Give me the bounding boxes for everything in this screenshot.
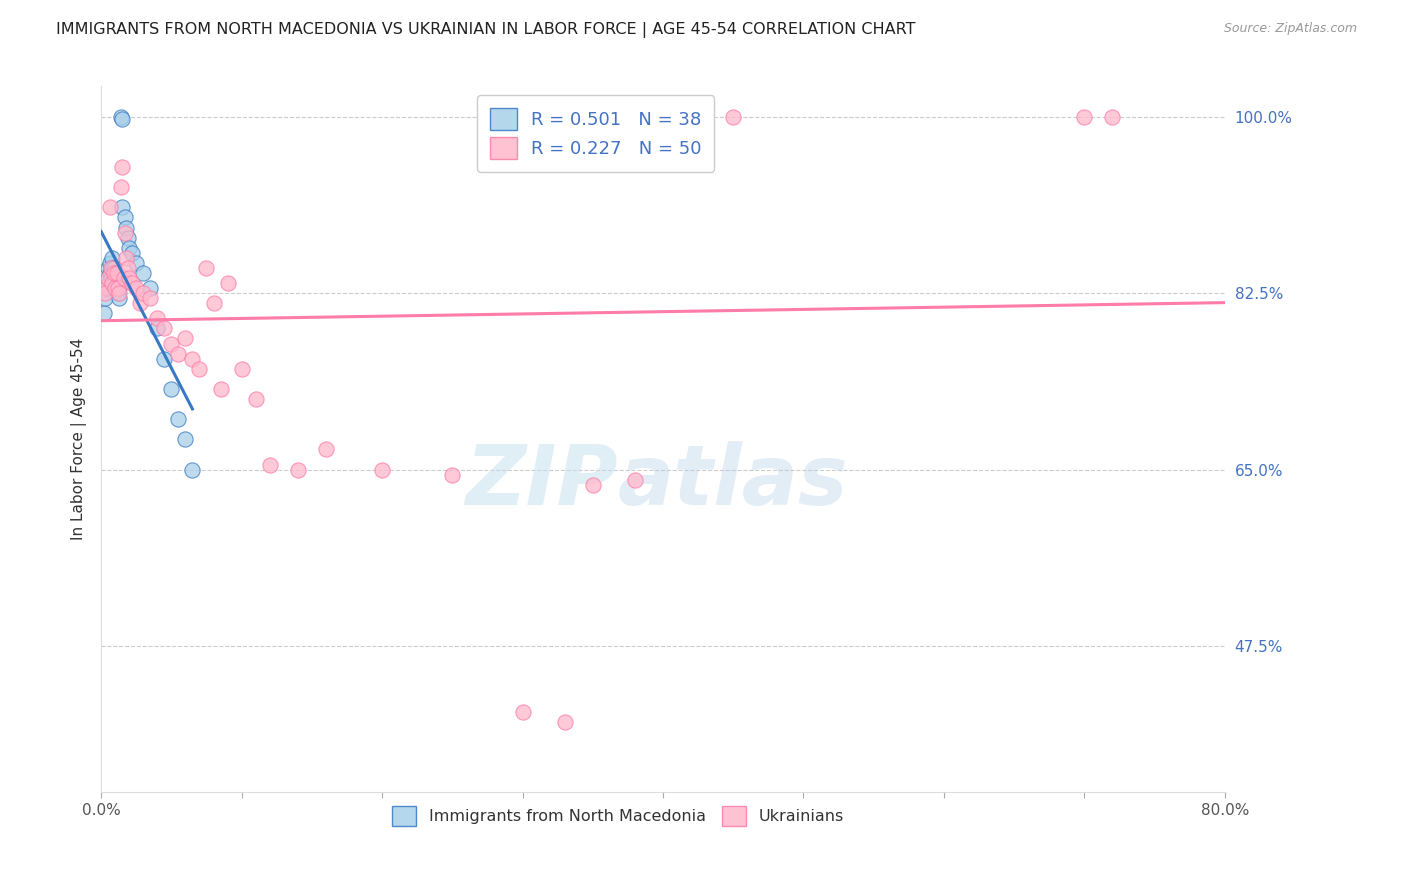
Point bbox=[441, 467, 464, 482]
Text: IMMIGRANTS FROM NORTH MACEDONIA VS UKRAINIAN IN LABOR FORCE | AGE 45-54 CORRELAT: IMMIGRANTS FROM NORTH MACEDONIA VS UKRAI… bbox=[56, 22, 915, 38]
Text: atlas: atlas bbox=[619, 442, 849, 522]
Point bbox=[202, 296, 225, 310]
Point bbox=[107, 276, 129, 290]
Point bbox=[97, 271, 120, 285]
Point bbox=[554, 714, 576, 729]
Point bbox=[181, 351, 204, 366]
Point bbox=[94, 291, 117, 305]
Point bbox=[112, 271, 135, 285]
Point bbox=[139, 281, 162, 295]
Point bbox=[118, 271, 141, 285]
Point bbox=[94, 286, 117, 301]
Point bbox=[132, 286, 155, 301]
Point bbox=[188, 361, 211, 376]
Point bbox=[153, 321, 176, 335]
Point bbox=[624, 473, 647, 487]
Point bbox=[174, 433, 197, 447]
Point bbox=[98, 256, 121, 270]
Point bbox=[1101, 110, 1123, 124]
Point bbox=[167, 412, 190, 426]
Point bbox=[371, 462, 394, 476]
Point bbox=[108, 281, 131, 295]
Point bbox=[512, 705, 534, 719]
Point bbox=[100, 271, 122, 285]
Point bbox=[146, 321, 169, 335]
Point bbox=[209, 382, 232, 396]
Point bbox=[100, 260, 122, 275]
Point bbox=[101, 260, 124, 275]
Point bbox=[107, 281, 129, 295]
Point bbox=[97, 260, 120, 275]
Point bbox=[132, 266, 155, 280]
Point bbox=[97, 271, 120, 285]
Point bbox=[103, 271, 125, 285]
Point bbox=[139, 291, 162, 305]
Y-axis label: In Labor Force | Age 45-54: In Labor Force | Age 45-54 bbox=[72, 338, 87, 541]
Point bbox=[721, 110, 744, 124]
Point bbox=[167, 346, 190, 360]
Point bbox=[121, 276, 143, 290]
Point bbox=[104, 266, 127, 280]
Point bbox=[117, 230, 139, 244]
Point bbox=[107, 286, 129, 301]
Point bbox=[111, 160, 134, 174]
Point bbox=[160, 382, 183, 396]
Point bbox=[115, 251, 138, 265]
Point bbox=[93, 281, 115, 295]
Point bbox=[101, 251, 124, 265]
Point bbox=[110, 180, 132, 194]
Point bbox=[103, 260, 125, 275]
Point bbox=[98, 266, 121, 280]
Point bbox=[105, 281, 128, 295]
Point bbox=[160, 336, 183, 351]
Point bbox=[111, 112, 134, 126]
Point bbox=[146, 311, 169, 326]
Point bbox=[108, 286, 131, 301]
Point bbox=[125, 281, 148, 295]
Point bbox=[104, 276, 127, 290]
Point bbox=[98, 200, 121, 214]
Point bbox=[93, 306, 115, 320]
Point bbox=[111, 200, 134, 214]
Point bbox=[287, 462, 309, 476]
Point bbox=[110, 110, 132, 124]
Point bbox=[652, 110, 675, 124]
Point bbox=[125, 256, 148, 270]
Point bbox=[117, 260, 139, 275]
Point bbox=[174, 331, 197, 345]
Point bbox=[231, 361, 253, 376]
Point bbox=[105, 271, 128, 285]
Point bbox=[114, 226, 136, 240]
Point bbox=[115, 220, 138, 235]
Point bbox=[315, 442, 337, 457]
Point bbox=[96, 281, 118, 295]
Point bbox=[1073, 110, 1095, 124]
Point bbox=[101, 276, 124, 290]
Legend: Immigrants from North Macedonia, Ukrainians: Immigrants from North Macedonia, Ukraini… bbox=[384, 798, 852, 834]
Point bbox=[181, 462, 204, 476]
Point bbox=[153, 351, 176, 366]
Point bbox=[108, 291, 131, 305]
Point bbox=[129, 296, 152, 310]
Text: ZIP: ZIP bbox=[465, 442, 619, 522]
Point bbox=[105, 266, 128, 280]
Point bbox=[118, 241, 141, 255]
Text: Source: ZipAtlas.com: Source: ZipAtlas.com bbox=[1223, 22, 1357, 36]
Point bbox=[114, 211, 136, 225]
Point bbox=[681, 110, 703, 124]
Point bbox=[245, 392, 267, 406]
Point bbox=[121, 245, 143, 260]
Point bbox=[103, 266, 125, 280]
Point bbox=[582, 477, 605, 491]
Point bbox=[104, 281, 127, 295]
Point bbox=[100, 276, 122, 290]
Point bbox=[259, 458, 281, 472]
Point bbox=[195, 260, 218, 275]
Point bbox=[217, 276, 239, 290]
